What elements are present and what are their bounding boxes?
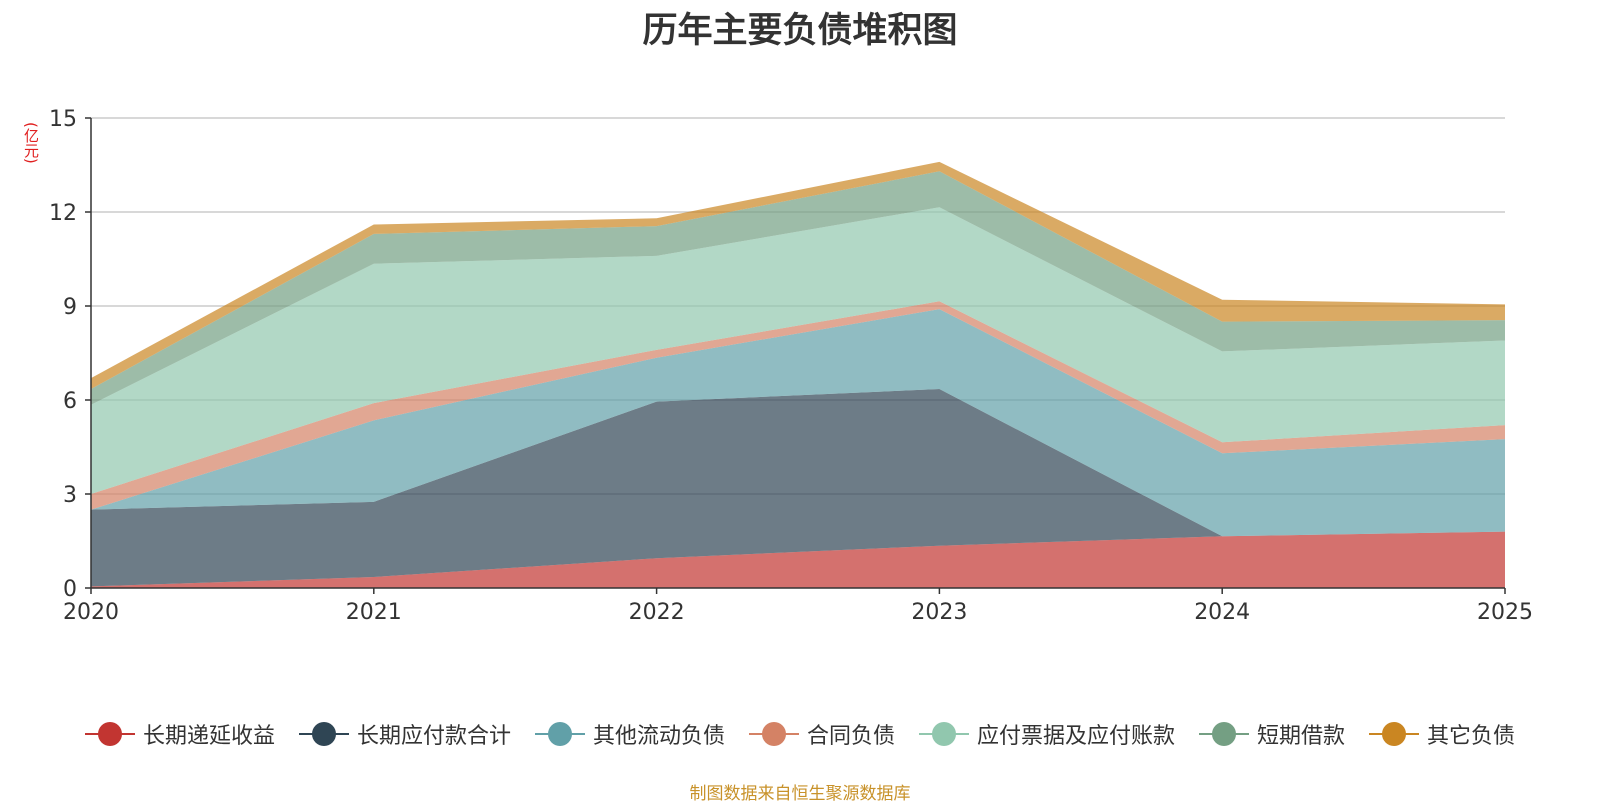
area-series-2 — [91, 309, 1505, 537]
legend-item-3[interactable]: 合同负债 — [748, 718, 895, 750]
legend-marker-icon — [919, 722, 969, 746]
y-tick-label-3: 9 — [63, 295, 77, 320]
legend-item-6[interactable]: 其它负债 — [1369, 718, 1515, 750]
x-tick-label-3: 2023 — [911, 600, 967, 625]
x-tick-label-0: 2020 — [63, 600, 119, 625]
legend-label: 应付票据及应付账款 — [977, 724, 1176, 749]
legend-label: 其它负债 — [1427, 724, 1516, 749]
area-series-4 — [91, 207, 1505, 495]
legend-marker-icon — [534, 722, 585, 746]
area-series-5 — [91, 171, 1505, 405]
legend-label: 长期递延收益 — [142, 724, 275, 749]
legend-marker-icon — [298, 722, 349, 746]
y-tick-label-2: 6 — [63, 389, 77, 414]
legend-label: 短期借款 — [1257, 724, 1346, 749]
legend-marker-icon — [84, 722, 135, 746]
y-axis-unit-label: (亿元) — [22, 122, 40, 164]
source-note: 制图数据来自恒生聚源数据库 — [689, 784, 911, 804]
x-tick-label-4: 2024 — [1194, 600, 1250, 625]
legend-item-0[interactable]: 长期递延收益 — [84, 718, 275, 750]
x-tick-label-2: 2022 — [629, 600, 685, 625]
legend-marker-icon — [748, 722, 799, 746]
legend-item-1[interactable]: 长期应付款合计 — [298, 718, 511, 750]
area-series-3 — [91, 301, 1505, 510]
y-tick-label-0: 0 — [63, 577, 77, 602]
legend-label: 合同负债 — [806, 724, 895, 749]
tick-labels: 0 3 6 9 12 15 2020 2021 2022 2023 2024 2025 — [49, 107, 1533, 625]
chart-title: 历年主要负债堆积图 — [642, 11, 958, 51]
y-tick-label-4: 12 — [49, 201, 77, 226]
legend-label: 长期应付款合计 — [356, 724, 511, 749]
legend-item-4[interactable]: 应付票据及应付账款 — [919, 718, 1175, 750]
legend: 长期递延收益 长期应付款合计 其他流动负债 合同负债 应付票据及应付账款 短期借款 其它负债 — [0, 718, 1600, 750]
legend-item-2[interactable]: 其他流动负债 — [534, 718, 725, 750]
x-tick-label-5: 2025 — [1477, 600, 1533, 625]
x-tick-label-1: 2021 — [346, 600, 402, 625]
legend-marker-icon — [1369, 722, 1420, 746]
y-tick-label-5: 15 — [49, 107, 77, 132]
axes — [85, 117, 1506, 594]
legend-item-5[interactable]: 短期借款 — [1199, 718, 1345, 750]
area-series-1 — [91, 389, 1505, 587]
area-series-0 — [91, 531, 1505, 588]
legend-marker-icon — [1199, 722, 1250, 746]
legend-label: 其他流动负债 — [592, 724, 725, 749]
y-tick-label-1: 3 — [63, 483, 77, 508]
area-series — [91, 161, 1505, 588]
